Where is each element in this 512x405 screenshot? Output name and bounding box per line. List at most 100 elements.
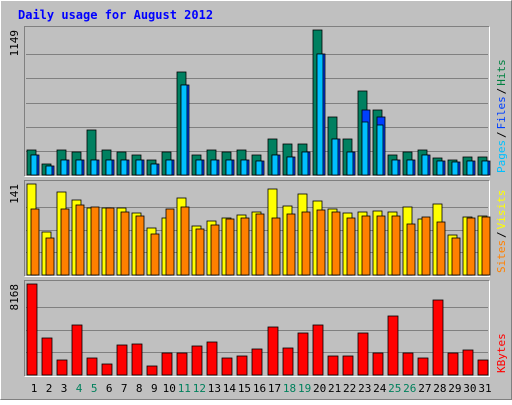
bar-pages-30 xyxy=(466,160,474,176)
bar-sites-14 xyxy=(225,218,235,276)
bar-pages-14 xyxy=(225,159,233,176)
legend: Sites /Visits xyxy=(495,190,508,273)
x-tick-label-5: 5 xyxy=(91,382,98,395)
panel-kbytes: 8168 KBytes xyxy=(8,280,508,377)
bar-kbytes-14 xyxy=(221,357,233,376)
bar-kbytes-29 xyxy=(447,352,459,376)
bar-sites-19 xyxy=(301,211,311,276)
bar-pages-2 xyxy=(45,165,53,176)
bar-sites-16 xyxy=(255,213,265,276)
x-tick-label-22: 22 xyxy=(343,382,356,395)
legend-hits: Hits xyxy=(495,59,508,86)
bar-kbytes-11 xyxy=(176,352,188,376)
bar-kbytes-30 xyxy=(462,349,474,376)
bar-pages-1 xyxy=(30,154,38,176)
bar-pages-4 xyxy=(75,159,83,176)
x-tick-label-7: 7 xyxy=(121,382,128,395)
bar-kbytes-27 xyxy=(417,357,429,376)
bar-pages-19 xyxy=(301,151,309,176)
x-tick-label-6: 6 xyxy=(106,382,113,395)
bar-pages-26 xyxy=(406,159,414,176)
bar-sites-23 xyxy=(361,215,371,276)
x-tick-label-26: 26 xyxy=(403,382,416,395)
bar-kbytes-17 xyxy=(267,326,279,376)
legend-sites: Sites xyxy=(495,240,508,273)
bar-sites-4 xyxy=(75,204,85,276)
bar-pages-6 xyxy=(105,159,113,176)
bar-kbytes-25 xyxy=(387,315,399,376)
chart-title: Daily usage for August 2012 xyxy=(18,8,213,22)
x-tick-label-20: 20 xyxy=(313,382,326,395)
x-tick-label-12: 12 xyxy=(193,382,206,395)
bar-pages-5 xyxy=(90,159,98,176)
x-tick-label-29: 29 xyxy=(448,382,461,395)
bar-pages-29 xyxy=(451,161,459,176)
x-tick-label-4: 4 xyxy=(76,382,83,395)
bar-sites-6 xyxy=(105,207,115,276)
bar-sites-27 xyxy=(421,216,431,276)
bar-sites-12 xyxy=(195,228,205,276)
bar-sites-24 xyxy=(376,215,386,276)
legend-separator: / xyxy=(495,88,508,95)
bar-kbytes-24 xyxy=(372,352,384,376)
bar-kbytes-16 xyxy=(251,348,263,376)
x-tick-label-24: 24 xyxy=(373,382,387,395)
bar-kbytes-7 xyxy=(116,344,128,376)
x-tick-label-3: 3 xyxy=(61,382,68,395)
panel-visits-sites: 141 Sites /Visits xyxy=(8,180,508,277)
bar-kbytes-1 xyxy=(26,283,38,376)
bar-sites-20 xyxy=(316,209,326,276)
bar-kbytes-18 xyxy=(282,347,294,376)
legend-separator: / xyxy=(495,131,508,138)
bar-kbytes-21 xyxy=(327,355,339,376)
x-tick-label-19: 19 xyxy=(298,382,311,395)
legend-separator: / xyxy=(495,231,508,238)
bar-pages-3 xyxy=(60,159,68,176)
x-tick-label-28: 28 xyxy=(433,382,446,395)
bar-sites-29 xyxy=(451,237,461,276)
bar-sites-22 xyxy=(346,217,356,276)
x-tick-label-2: 2 xyxy=(46,382,53,395)
x-tick-label-25: 25 xyxy=(388,382,401,395)
bar-sites-18 xyxy=(286,213,296,276)
bar-kbytes-15 xyxy=(236,355,248,376)
bar-pages-21 xyxy=(331,138,339,176)
bar-sites-11 xyxy=(180,206,190,276)
bar-kbytes-12 xyxy=(191,345,203,376)
x-tick-label-23: 23 xyxy=(358,382,371,395)
bar-pages-7 xyxy=(120,159,128,176)
bar-pages-24 xyxy=(376,124,384,176)
bar-kbytes-6 xyxy=(101,363,113,376)
bar-kbytes-13 xyxy=(206,341,218,376)
x-tick-label-1: 1 xyxy=(31,382,38,395)
bar-kbytes-23 xyxy=(357,332,369,376)
x-tick-label-10: 10 xyxy=(163,382,176,395)
y-max-label: 1149 xyxy=(8,30,21,57)
bar-kbytes-31 xyxy=(477,359,489,376)
bar-kbytes-3 xyxy=(56,359,68,376)
bar-kbytes-22 xyxy=(342,355,354,376)
bar-sites-8 xyxy=(135,215,145,276)
bar-kbytes-19 xyxy=(297,332,309,376)
bar-pages-12 xyxy=(195,159,203,176)
x-tick-label-18: 18 xyxy=(283,382,296,395)
bar-pages-22 xyxy=(346,151,354,176)
bar-pages-13 xyxy=(210,159,218,176)
bar-kbytes-5 xyxy=(86,357,98,376)
bar-pages-11 xyxy=(180,84,188,176)
x-tick-label-15: 15 xyxy=(238,382,251,395)
x-tick-label-27: 27 xyxy=(418,382,431,395)
x-tick-label-17: 17 xyxy=(268,382,281,395)
bar-pages-27 xyxy=(421,154,429,176)
bar-kbytes-26 xyxy=(402,352,414,376)
bar-sites-25 xyxy=(391,215,401,276)
bar-sites-1 xyxy=(30,208,40,276)
bar-sites-28 xyxy=(436,221,446,276)
x-tick-label-14: 14 xyxy=(223,382,237,395)
bar-sites-10 xyxy=(165,208,175,276)
y-max-label: 8168 xyxy=(8,284,21,311)
legend-files: Files xyxy=(495,96,508,129)
legend: KBytes xyxy=(495,333,508,373)
